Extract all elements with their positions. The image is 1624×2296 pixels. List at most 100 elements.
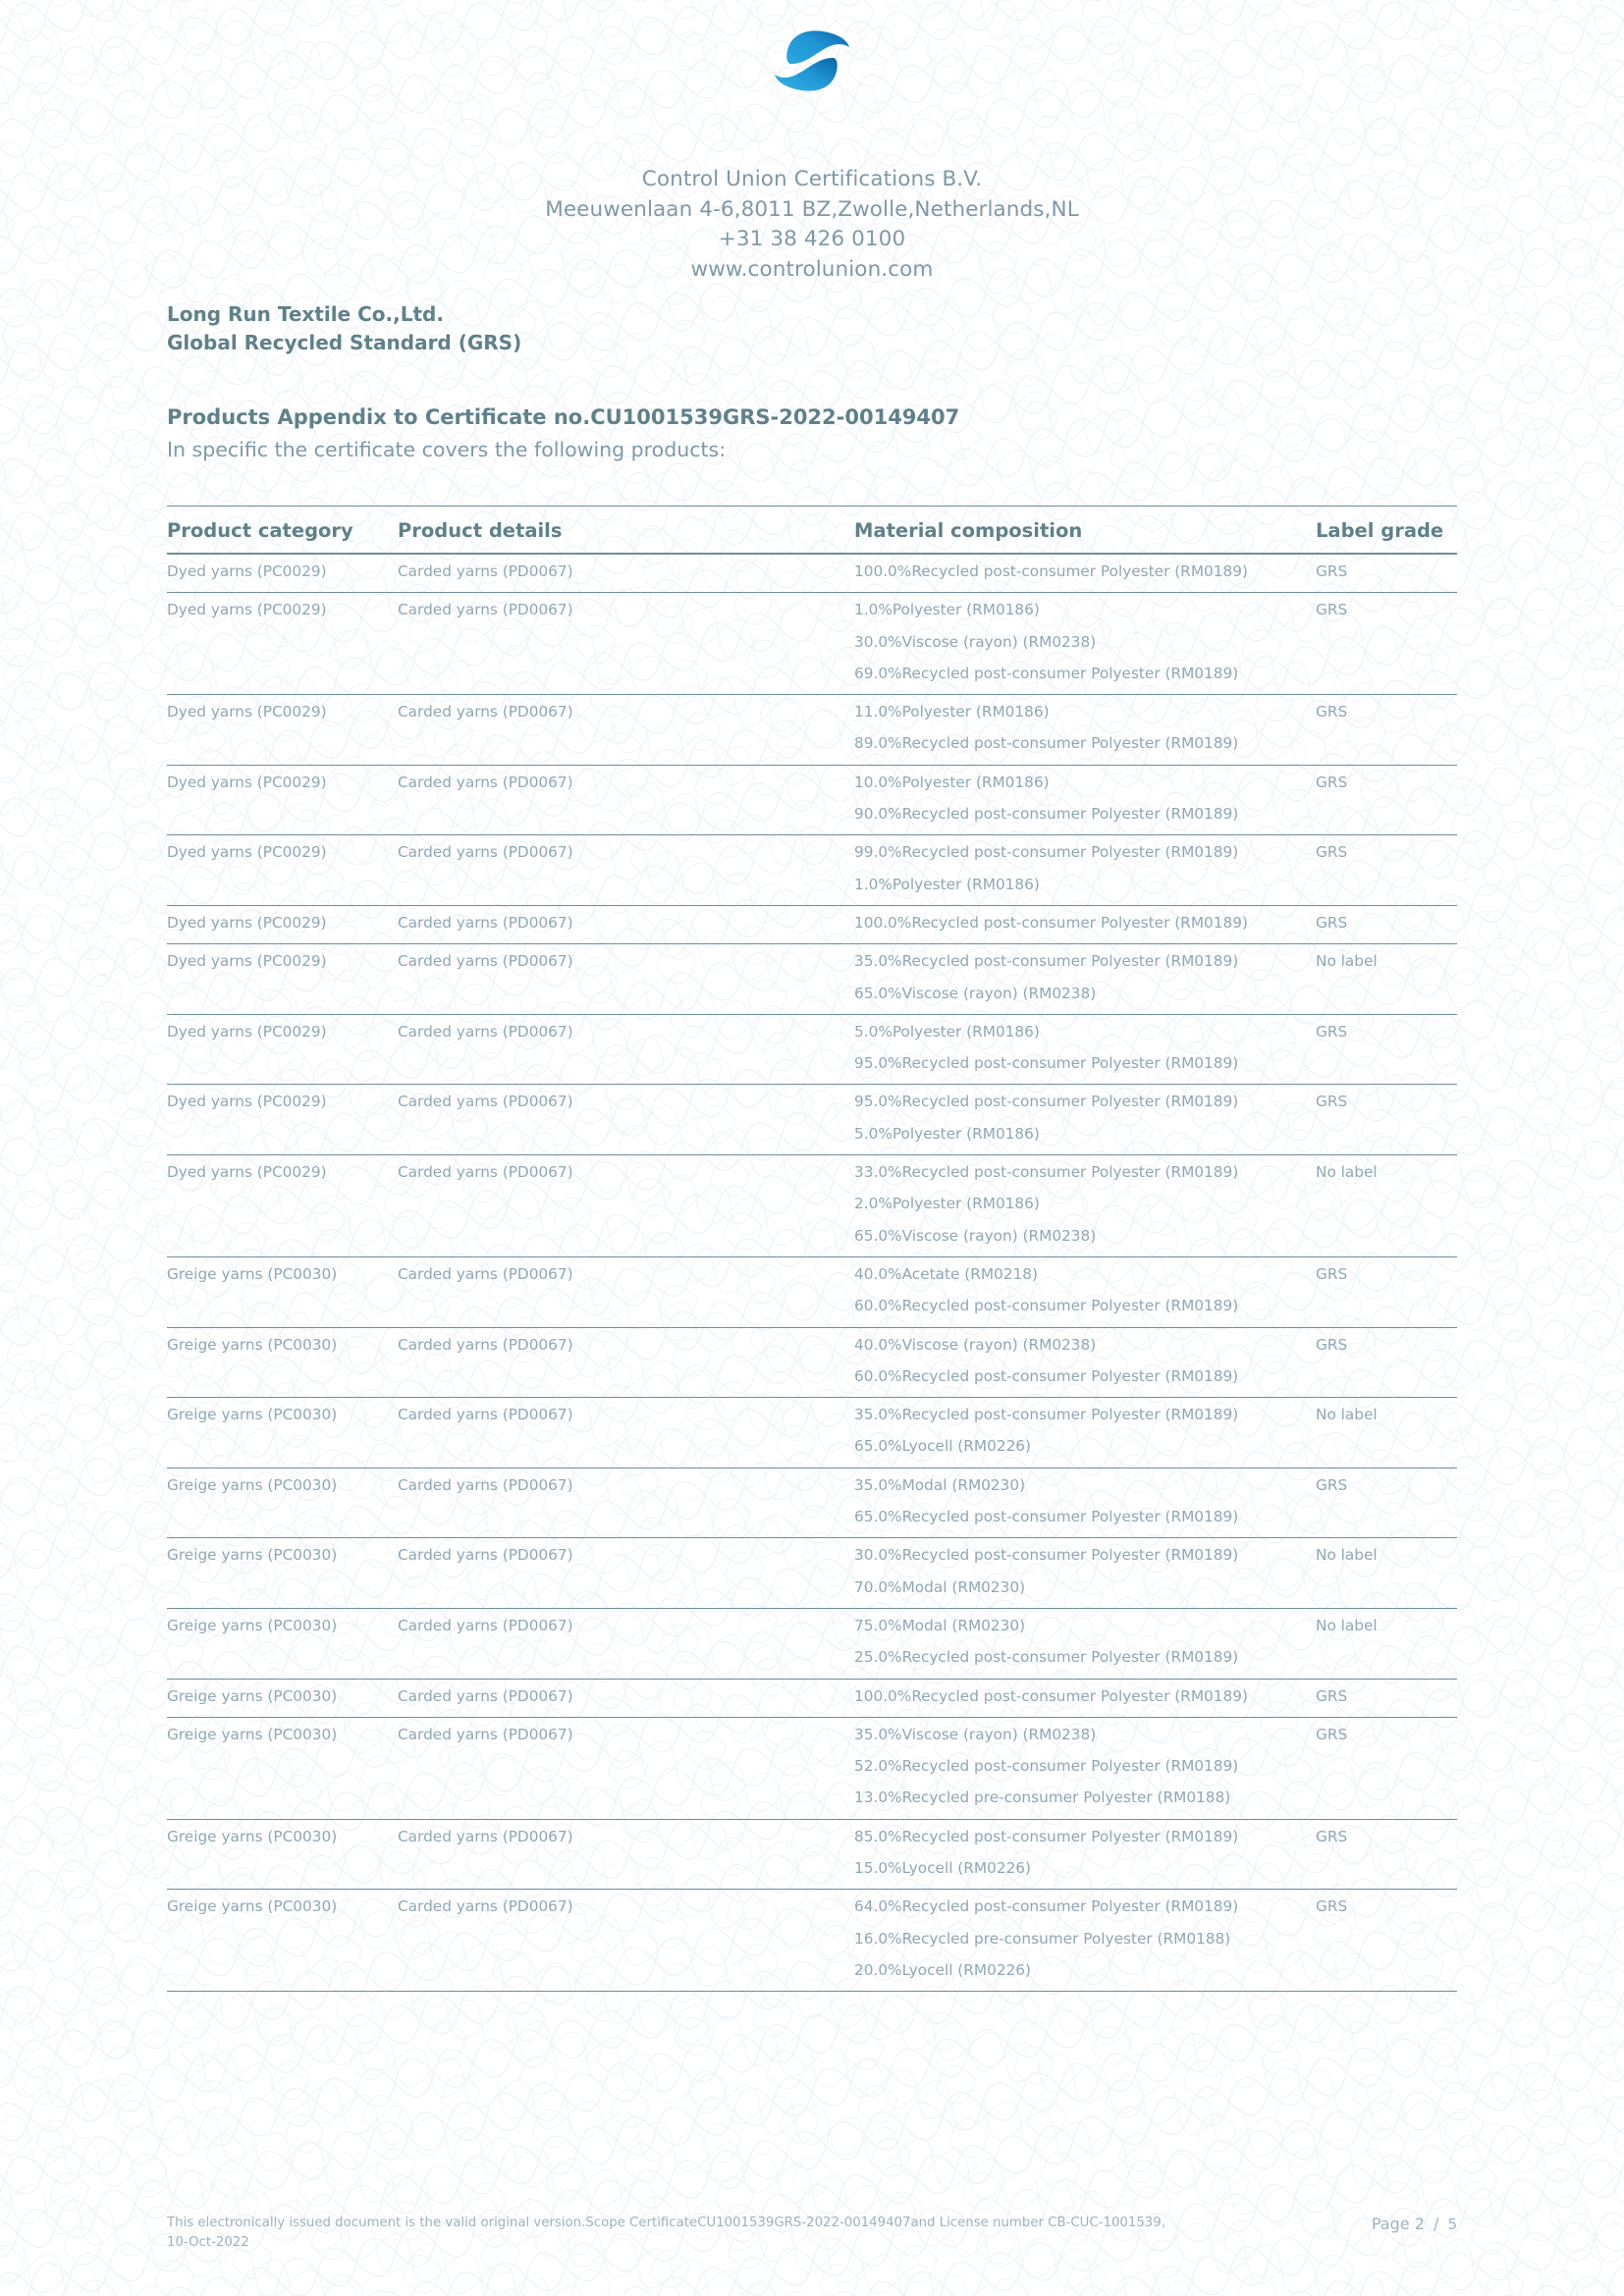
table-row: Greige yarns (PC0030) Carded yarns (PD006… [167, 1327, 1457, 1399]
cell-material-composition: 30.0%Recycled post-consumer Polyester (R… [854, 1537, 1316, 1609]
cell-label-grade: No label [1316, 1537, 1457, 1609]
cell-label-grade: No label [1316, 1608, 1457, 1680]
cell-product-category: Dyed yarns (PC0029) [167, 1014, 398, 1086]
table-row: Greige yarns (PC0030) Carded yarns (PD006… [167, 1397, 1457, 1468]
cell-product-category: Dyed yarns (PC0029) [167, 554, 398, 594]
material-line: 64.0%Recycled post-consumer Polyester (R… [854, 1897, 1239, 1916]
table-row: Dyed yarns (PC0029) Carded yarns (PD0067)… [167, 554, 1457, 594]
cell-material-composition: 64.0%Recycled post-consumer Polyester (R… [854, 1889, 1316, 1993]
material-line: 70.0%Modal (RM0230) [854, 1577, 1026, 1596]
table-row: Dyed yarns (PC0029) Carded yarns (PD0067)… [167, 1154, 1457, 1257]
cell-product-category: Dyed yarns (PC0029) [167, 905, 398, 945]
material-line: 25.0%Recycled post-consumer Polyester (R… [854, 1648, 1239, 1667]
cell-material-composition: 85.0%Recycled post-consumer Polyester (R… [854, 1819, 1316, 1891]
org-website: www.controlunion.com [690, 256, 934, 282]
cell-product-category: Greige yarns (PC0030) [167, 1256, 398, 1328]
org-address: Meeuwenlaan 4-6,8011 BZ,Zwolle,Netherlan… [545, 196, 1079, 222]
cell-label-grade: GRS [1316, 592, 1457, 696]
material-line: 30.0%Recycled post-consumer Polyester (R… [854, 1546, 1239, 1565]
addressee-block: Long Run Textile Co.,Ltd. Global Recycle… [167, 300, 1624, 357]
material-line: 10.0%Polyester (RM0186) [854, 773, 1050, 791]
org-name: Control Union Certifications B.V. [641, 167, 983, 191]
material-line: 20.0%Lyocell (RM0226) [854, 1960, 1031, 1979]
table-row: Dyed yarns (PC0029) Carded yarns (PD0067)… [167, 1014, 1457, 1086]
page-footer: This electronically issued document is t… [167, 2214, 1457, 2253]
material-line: 11.0%Polyester (RM0186) [854, 703, 1050, 721]
cell-material-composition: 1.0%Polyester (RM0186) 30.0%Viscose (rayo… [854, 592, 1316, 696]
cell-label-grade: GRS [1316, 554, 1457, 594]
cell-label-grade: GRS [1316, 905, 1457, 945]
cell-product-details: Carded yarns (PD0067) [398, 592, 854, 696]
cell-product-category: Dyed yarns (PC0029) [167, 1084, 398, 1156]
cell-product-details: Carded yarns (PD0067) [398, 1889, 854, 1993]
cell-product-details: Carded yarns (PD0067) [398, 1084, 854, 1156]
cell-material-composition: 35.0%Modal (RM0230) 65.0%Recycled post-co… [854, 1468, 1316, 1539]
table-row: Dyed yarns (PC0029) Carded yarns (PD0067)… [167, 765, 1457, 836]
table-body: Dyed yarns (PC0029) Carded yarns (PD0067)… [167, 554, 1457, 1993]
cell-material-composition: 11.0%Polyester (RM0186) 89.0%Recycled pos… [854, 694, 1316, 766]
cell-label-grade: GRS [1316, 694, 1457, 766]
material-line: 100.0%Recycled post-consumer Polyester (… [854, 913, 1248, 932]
material-line: 65.0%Viscose (rayon) (RM0238) [854, 1226, 1097, 1245]
cell-product-details: Carded yarns (PD0067) [398, 1468, 854, 1539]
footer-disclaimer: This electronically issued document is t… [167, 2216, 1165, 2250]
material-line: 1.0%Polyester (RM0186) [854, 601, 1040, 619]
cell-material-composition: 35.0%Viscose (rayon) (RM0238) 52.0%Recycl… [854, 1717, 1316, 1820]
cell-material-composition: 100.0%Recycled post-consumer Polyester (… [854, 905, 1316, 945]
cell-product-category: Dyed yarns (PC0029) [167, 592, 398, 696]
column-header-product-category: Product category [167, 506, 398, 555]
cell-label-grade: GRS [1316, 1819, 1457, 1891]
cell-label-grade: No label [1316, 1397, 1457, 1468]
material-line: 60.0%Recycled post-consumer Polyester (R… [854, 1366, 1239, 1385]
cell-material-composition: 75.0%Modal (RM0230) 25.0%Recycled post-co… [854, 1608, 1316, 1680]
table-header-row: Product category Product details Materia… [167, 506, 1457, 555]
table-row: Dyed yarns (PC0029) Carded yarns (PD0067)… [167, 943, 1457, 1015]
cell-product-details: Carded yarns (PD0067) [398, 1537, 854, 1609]
cell-product-details: Carded yarns (PD0067) [398, 694, 854, 766]
cell-label-grade: No label [1316, 1154, 1457, 1257]
table-row: Greige yarns (PC0030) Carded yarns (PD006… [167, 1717, 1457, 1820]
cell-product-category: Greige yarns (PC0030) [167, 1608, 398, 1680]
cell-label-grade: GRS [1316, 1014, 1457, 1086]
cell-product-details: Carded yarns (PD0067) [398, 943, 854, 1015]
page-separator: / [1433, 2215, 1439, 2233]
page-current: 2 [1414, 2215, 1425, 2233]
cell-product-details: Carded yarns (PD0067) [398, 905, 854, 945]
cell-product-details: Carded yarns (PD0067) [398, 1608, 854, 1680]
material-line: 40.0%Viscose (rayon) (RM0238) [854, 1335, 1097, 1354]
cell-product-details: Carded yarns (PD0067) [398, 834, 854, 906]
cell-material-composition: 40.0%Acetate (RM0218) 60.0%Recycled post-… [854, 1256, 1316, 1328]
column-header-material-composition: Material composition [854, 506, 1316, 555]
cell-product-details: Carded yarns (PD0067) [398, 1327, 854, 1399]
material-line: 35.0%Recycled post-consumer Polyester (R… [854, 1406, 1239, 1424]
material-line: 65.0%Recycled post-consumer Polyester (R… [854, 1508, 1239, 1526]
cell-product-details: Carded yarns (PD0067) [398, 1154, 854, 1257]
cell-product-category: Greige yarns (PC0030) [167, 1537, 398, 1609]
material-line: 100.0%Recycled post-consumer Polyester (… [854, 562, 1248, 580]
cell-material-composition: 100.0%Recycled post-consumer Polyester (… [854, 1679, 1316, 1718]
material-line: 75.0%Modal (RM0230) [854, 1616, 1026, 1634]
material-line: 30.0%Viscose (rayon) (RM0238) [854, 632, 1097, 651]
org-phone: +31 38 426 0100 [718, 227, 906, 251]
page-label: Page [1371, 2215, 1410, 2233]
table-row: Greige yarns (PC0030) Carded yarns (PD006… [167, 1679, 1457, 1718]
page-number: Page 2 / 5 [1372, 2214, 1457, 2234]
table-row: Greige yarns (PC0030) Carded yarns (PD006… [167, 1537, 1457, 1609]
appendix-subtitle: In specific the certificate covers the f… [167, 438, 727, 461]
cell-product-category: Greige yarns (PC0030) [167, 1819, 398, 1891]
cell-product-category: Dyed yarns (PC0029) [167, 694, 398, 766]
material-line: 5.0%Polyester (RM0186) [854, 1022, 1040, 1041]
material-line: 85.0%Recycled post-consumer Polyester (R… [854, 1827, 1239, 1845]
cell-material-composition: 95.0%Recycled post-consumer Polyester (R… [854, 1084, 1316, 1156]
cell-label-grade: GRS [1316, 1327, 1457, 1399]
cell-material-composition: 100.0%Recycled post-consumer Polyester (… [854, 554, 1316, 594]
cell-product-category: Greige yarns (PC0030) [167, 1468, 398, 1539]
cell-product-category: Dyed yarns (PC0029) [167, 943, 398, 1015]
table-row: Dyed yarns (PC0029) Carded yarns (PD0067)… [167, 834, 1457, 906]
material-line: 69.0%Recycled post-consumer Polyester (R… [854, 664, 1239, 682]
addressee-company: Long Run Textile Co.,Ltd. [167, 302, 444, 326]
cell-material-composition: 35.0%Recycled post-consumer Polyester (R… [854, 1397, 1316, 1468]
material-line: 15.0%Lyocell (RM0226) [854, 1858, 1031, 1877]
material-line: 33.0%Recycled post-consumer Polyester (R… [854, 1163, 1239, 1182]
